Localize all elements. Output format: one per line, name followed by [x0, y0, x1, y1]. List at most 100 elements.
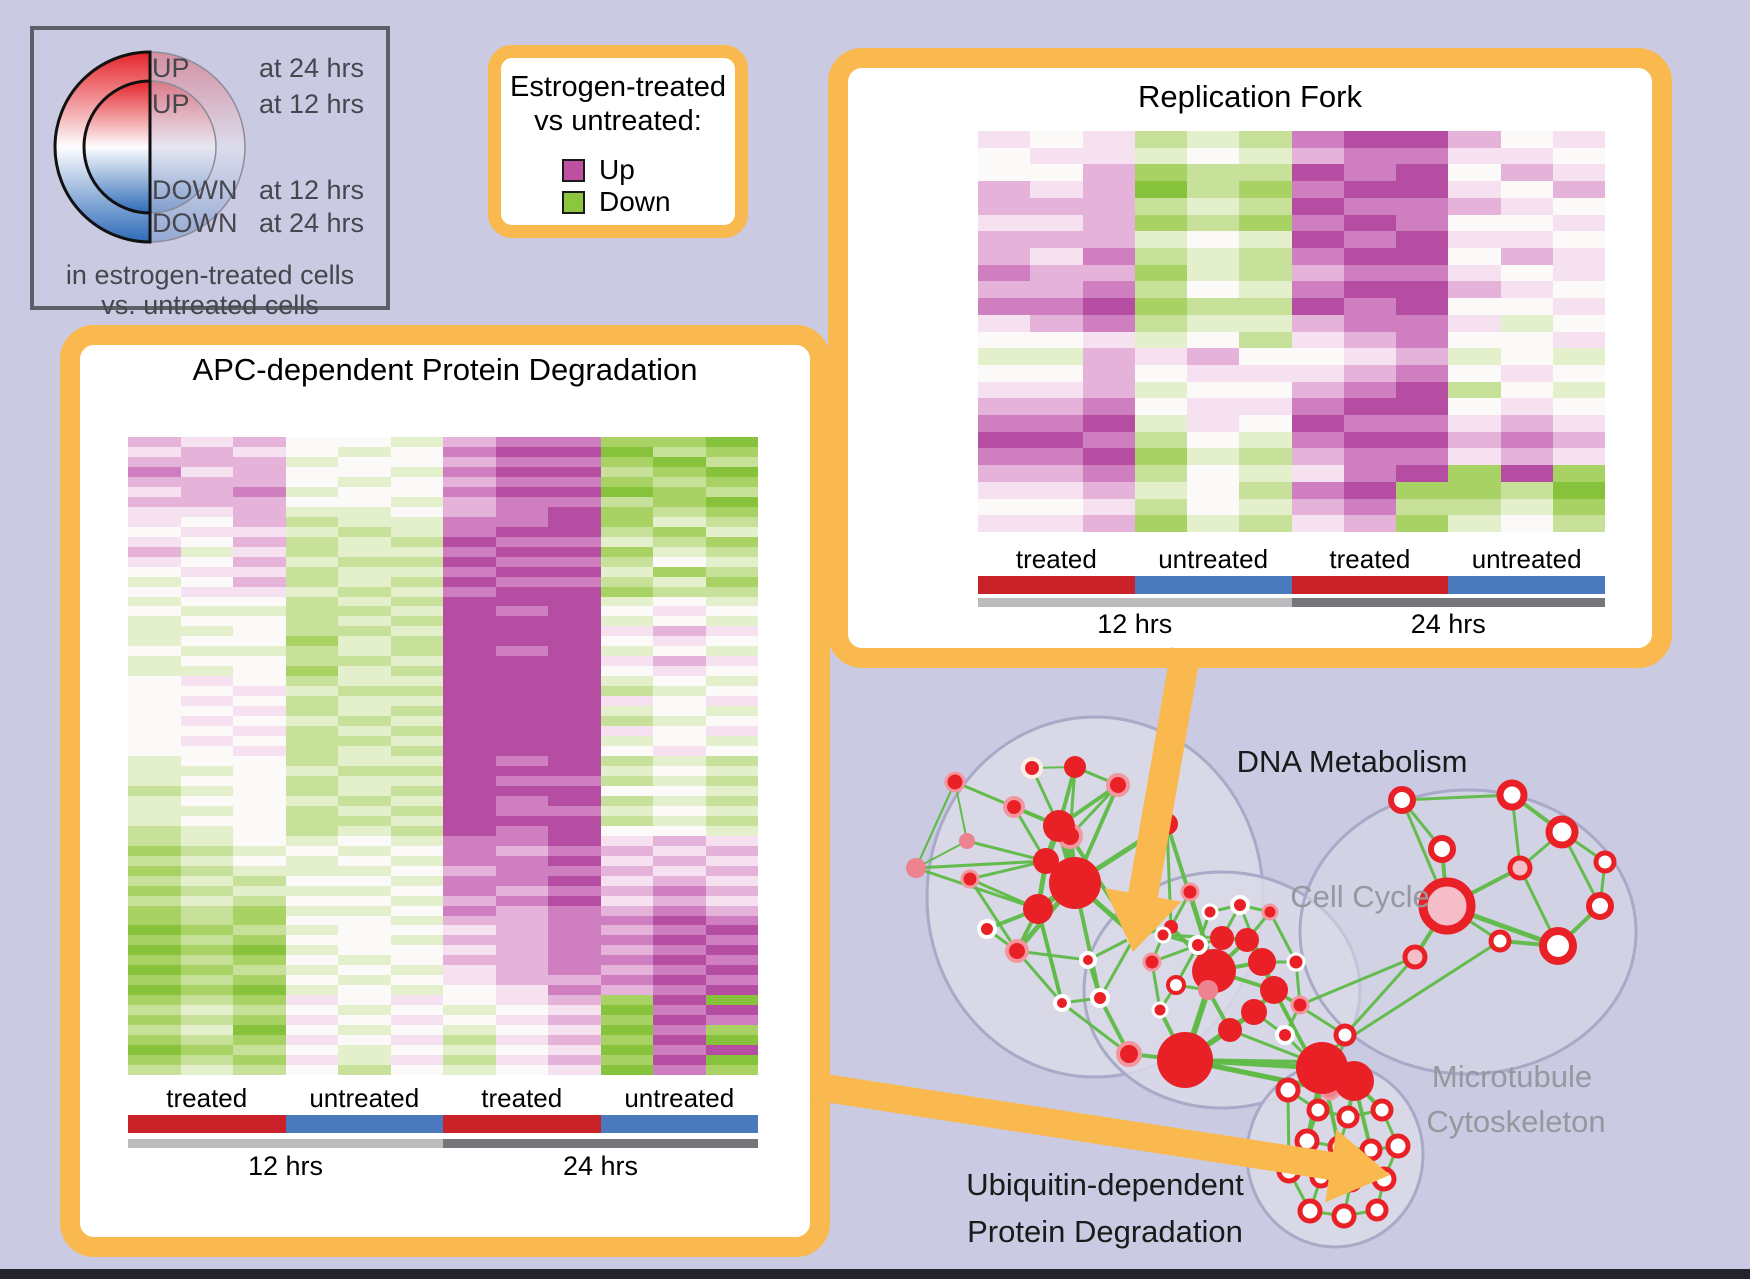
heatmap-cell	[128, 656, 181, 667]
heatmap-cell	[233, 456, 286, 467]
heatmap-cell	[600, 775, 653, 786]
heatmap-cell	[443, 775, 496, 786]
heatmap-cell	[1343, 231, 1396, 248]
heatmap-cell	[128, 775, 181, 786]
heatmap-cell	[390, 556, 443, 567]
heatmap-cell	[443, 686, 496, 697]
heatmap-cell	[233, 437, 286, 447]
heatmap-cell	[1134, 381, 1187, 399]
heatmap-cell	[705, 486, 758, 497]
group-label: treated	[481, 1083, 563, 1113]
network-node	[960, 869, 980, 889]
heatmap-cell	[1134, 431, 1187, 449]
heatmap-cell	[1134, 131, 1187, 148]
heatmap-cell	[390, 746, 443, 756]
heatmap-cell	[443, 756, 496, 766]
heatmap-cell	[1500, 398, 1553, 416]
heatmap-cell	[653, 476, 706, 487]
updown-row-dir: UP	[152, 53, 190, 83]
heatmap-cell	[600, 925, 653, 936]
heatmap-cell	[233, 1015, 286, 1026]
heatmap-cell	[705, 506, 758, 517]
heatmap-cell	[548, 506, 601, 517]
heatmap-cell	[1552, 314, 1605, 332]
heatmap-cell	[285, 586, 338, 597]
heatmap-cell	[285, 925, 338, 936]
heatmap-cell	[705, 556, 758, 567]
heatmap-cell	[390, 1035, 443, 1046]
heatmap-cell	[1134, 398, 1187, 416]
heatmap-cell	[705, 885, 758, 896]
heatmap-cell	[128, 935, 181, 946]
heatmap-cell	[443, 486, 496, 497]
heatmap-cell	[1552, 481, 1605, 499]
heatmap-cell	[705, 736, 758, 747]
heatmap-cell	[653, 1015, 706, 1026]
heatmap-cell	[180, 686, 233, 697]
heatmap-cell	[653, 785, 706, 796]
network-edge	[1036, 908, 1064, 1004]
heatmap-cell	[653, 606, 706, 617]
heatmap-cell	[1552, 197, 1605, 215]
heatmap-cell	[1134, 247, 1187, 265]
heatmap-cell	[128, 666, 181, 677]
network-node	[1333, 1023, 1357, 1047]
heatmap-cell	[1500, 364, 1553, 382]
network-node	[1402, 944, 1428, 970]
heatmap-cell	[705, 706, 758, 717]
heatmap-cell	[1134, 214, 1187, 232]
heatmap-cell	[600, 835, 653, 846]
network-node	[1106, 773, 1130, 797]
heatmap-cell	[443, 865, 496, 876]
heatmap-cell	[390, 815, 443, 826]
heatmap-cell	[1552, 498, 1605, 516]
heatmap-cell	[600, 785, 653, 796]
heatmap-cell	[653, 995, 706, 1006]
heatmap-cell	[653, 895, 706, 906]
heatmap-cell	[128, 925, 181, 936]
heatmap-cell	[128, 1025, 181, 1036]
heatmap-cell	[1030, 314, 1083, 332]
heatmap-cell	[600, 875, 653, 886]
heatmap-cell	[1030, 197, 1083, 215]
heatmap-cell	[180, 716, 233, 727]
heatmap-cell	[495, 975, 548, 986]
heatmap-cell	[285, 845, 338, 856]
heatmap-cell	[1343, 314, 1396, 332]
heatmap-cell	[1239, 364, 1292, 382]
heatmap-cell	[338, 646, 391, 657]
heatmap-cell	[1082, 298, 1135, 315]
updown-row-dir: DOWN	[152, 175, 238, 205]
heatmap-cell	[180, 706, 233, 717]
heatmap-cell	[128, 726, 181, 737]
heatmap-cell	[443, 496, 496, 507]
heatmap-cell	[1500, 247, 1553, 265]
heatmap-cell	[443, 526, 496, 537]
heatmap-cell	[285, 596, 338, 607]
heatmap-cell	[1500, 448, 1553, 466]
updown-row-time: at 12 hrs	[258, 175, 364, 205]
heatmap-cell	[338, 496, 391, 507]
heatmap-cell	[1134, 515, 1187, 532]
heatmap-cell	[1030, 231, 1083, 248]
heatmap-cell	[233, 1065, 286, 1075]
heatmap-cell	[233, 736, 286, 747]
heatmap-cell	[1552, 281, 1605, 299]
heatmap-cell	[600, 666, 653, 677]
heatmap-cell	[1552, 448, 1605, 466]
heatmap-cell	[978, 448, 1031, 466]
heatmap-cell	[390, 995, 443, 1006]
heatmap-cell	[180, 536, 233, 547]
heatmap-cell	[443, 716, 496, 727]
heatmap-cell	[1187, 331, 1240, 349]
heatmap-cell	[1291, 147, 1344, 165]
heatmap-cell	[1239, 164, 1292, 182]
heatmap-cell	[285, 726, 338, 737]
heatmap-cell	[653, 516, 706, 527]
heatmap-cell	[705, 995, 758, 1006]
heatmap-cell	[1500, 298, 1553, 315]
heatmap-cell	[1239, 331, 1292, 349]
heatmap-cell	[548, 955, 601, 966]
heatmap-cell	[1291, 481, 1344, 499]
